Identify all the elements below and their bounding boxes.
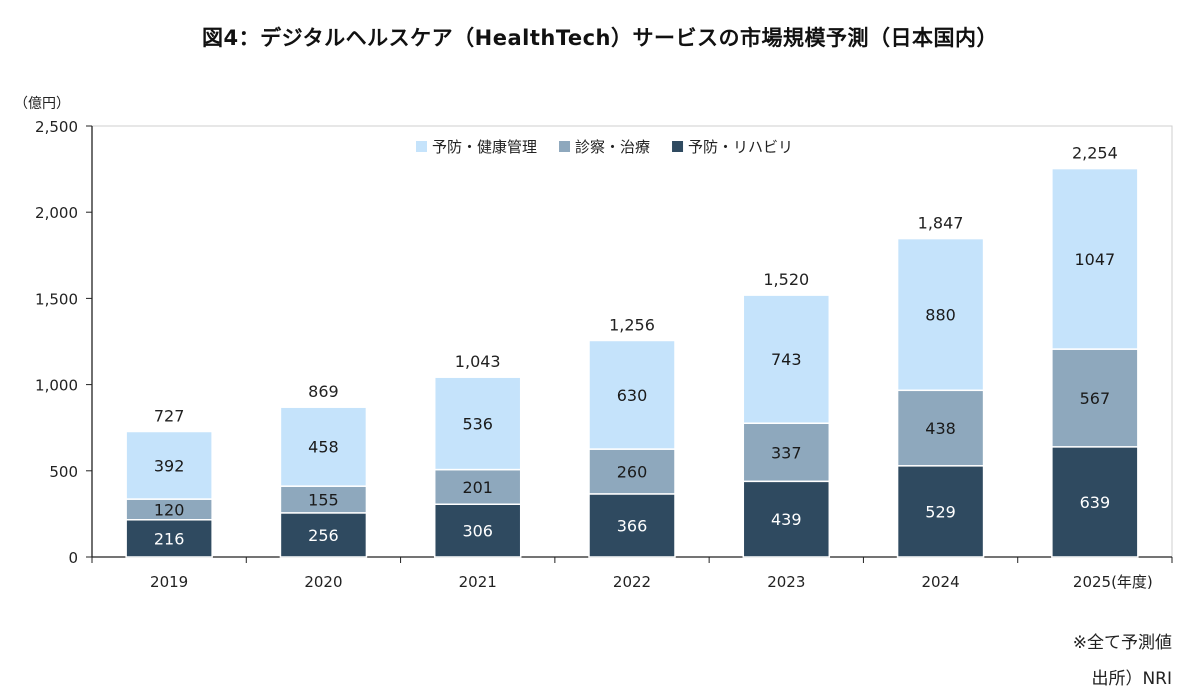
bar-value-label: 260 xyxy=(617,462,648,481)
bar-value-label: 529 xyxy=(925,502,956,521)
bar-value-label: 337 xyxy=(771,443,802,462)
bar-segment xyxy=(279,485,368,514)
legend-swatch xyxy=(416,141,427,152)
bar-total-label: 1,520 xyxy=(763,270,809,289)
bar-total-label: 727 xyxy=(154,406,185,425)
bar-value-label: 216 xyxy=(154,529,185,548)
y-tick-label: 500 xyxy=(49,463,78,481)
bar-segment xyxy=(125,430,213,500)
x-tick-label: 2021 xyxy=(459,573,497,591)
bar-value-label: 120 xyxy=(154,500,185,519)
bar-value-label: 201 xyxy=(462,478,493,497)
bar-segment xyxy=(433,503,522,558)
bar-value-label: 366 xyxy=(617,516,648,535)
bar-segment xyxy=(1051,446,1139,558)
bar-total-label: 2,254 xyxy=(1072,144,1118,163)
source-note: 出所）NRI xyxy=(1091,669,1172,689)
legend-swatch xyxy=(672,141,684,152)
bar-value-label: 639 xyxy=(1080,493,1111,512)
bar-value-label: 536 xyxy=(462,414,493,433)
chart-title: 図4：デジタルヘルスケア（HealthTech）サービスの市場規模予測（日本国内… xyxy=(201,26,999,50)
bar-value-label: 743 xyxy=(771,350,802,369)
bar-segment xyxy=(742,294,831,424)
bar-value-label: 438 xyxy=(925,419,956,438)
bar-segment xyxy=(1051,167,1139,350)
bar-segment xyxy=(433,376,522,471)
x-tick-label: 2023 xyxy=(767,573,805,591)
y-unit-label: （億円） xyxy=(14,96,70,112)
y-tick-label: 2,000 xyxy=(35,204,78,222)
bar-segment xyxy=(588,448,676,495)
bar-total-label: 1,256 xyxy=(609,315,655,334)
bar-value-label: 306 xyxy=(462,522,493,541)
x-tick-label: 2024 xyxy=(921,573,959,591)
bar-segment xyxy=(279,512,368,558)
bar-segment xyxy=(1051,348,1139,448)
bar-segment xyxy=(742,480,831,558)
bar-total-label: 869 xyxy=(308,382,339,401)
legend-label: 予防・健康管理 xyxy=(432,138,537,156)
y-tick-label: 2,500 xyxy=(35,118,78,136)
bar-segment xyxy=(588,493,676,558)
bar-value-label: 1047 xyxy=(1074,250,1115,269)
bar-value-label: 880 xyxy=(925,305,956,324)
x-tick-label: 2025(年度) xyxy=(1073,573,1153,591)
footnote: ※全て予測値 xyxy=(1072,633,1172,653)
x-tick-label: 2019 xyxy=(150,573,188,591)
legend-swatch xyxy=(559,141,571,152)
y-tick-label: 1,500 xyxy=(35,290,78,308)
legend-label: 診察・治療 xyxy=(575,138,650,156)
bar-value-label: 392 xyxy=(154,456,185,475)
bar-total-label: 1,847 xyxy=(918,214,964,233)
bar-value-label: 567 xyxy=(1080,389,1111,408)
bar-segment xyxy=(742,422,831,483)
bar-total-label: 1,043 xyxy=(455,352,501,371)
bar-segment xyxy=(588,339,676,450)
bar-segment xyxy=(279,406,368,487)
bar-value-label: 155 xyxy=(308,491,339,510)
bar-segment xyxy=(896,237,985,392)
y-tick-label: 1,000 xyxy=(35,377,78,395)
x-tick-label: 2022 xyxy=(613,573,651,591)
bar-value-label: 439 xyxy=(771,510,802,529)
legend-label: 予防・リハビリ xyxy=(688,138,793,156)
bar-value-label: 630 xyxy=(617,386,648,405)
bar-segment xyxy=(896,389,985,467)
x-tick-label: 2020 xyxy=(304,573,342,591)
bar-value-label: 458 xyxy=(308,438,339,457)
bar-segment xyxy=(896,465,985,558)
y-tick-label: 0 xyxy=(68,549,78,567)
bar-segment xyxy=(433,468,522,505)
bar-value-label: 256 xyxy=(308,526,339,545)
